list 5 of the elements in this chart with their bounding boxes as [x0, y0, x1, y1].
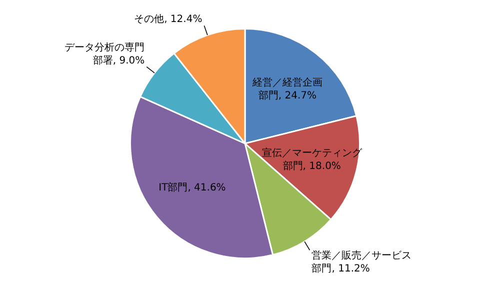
slice-label: データ分析の専門部署, 9.0% — [64, 41, 145, 66]
slice-label: 経営／経営企画部門, 24.7% — [251, 76, 322, 102]
slice-label: その他, 12.4% — [134, 13, 202, 26]
slice-label: 営業／販売／サービス部門, 11.2% — [312, 250, 412, 275]
slice-label: IT部門, 41.6% — [158, 181, 226, 194]
